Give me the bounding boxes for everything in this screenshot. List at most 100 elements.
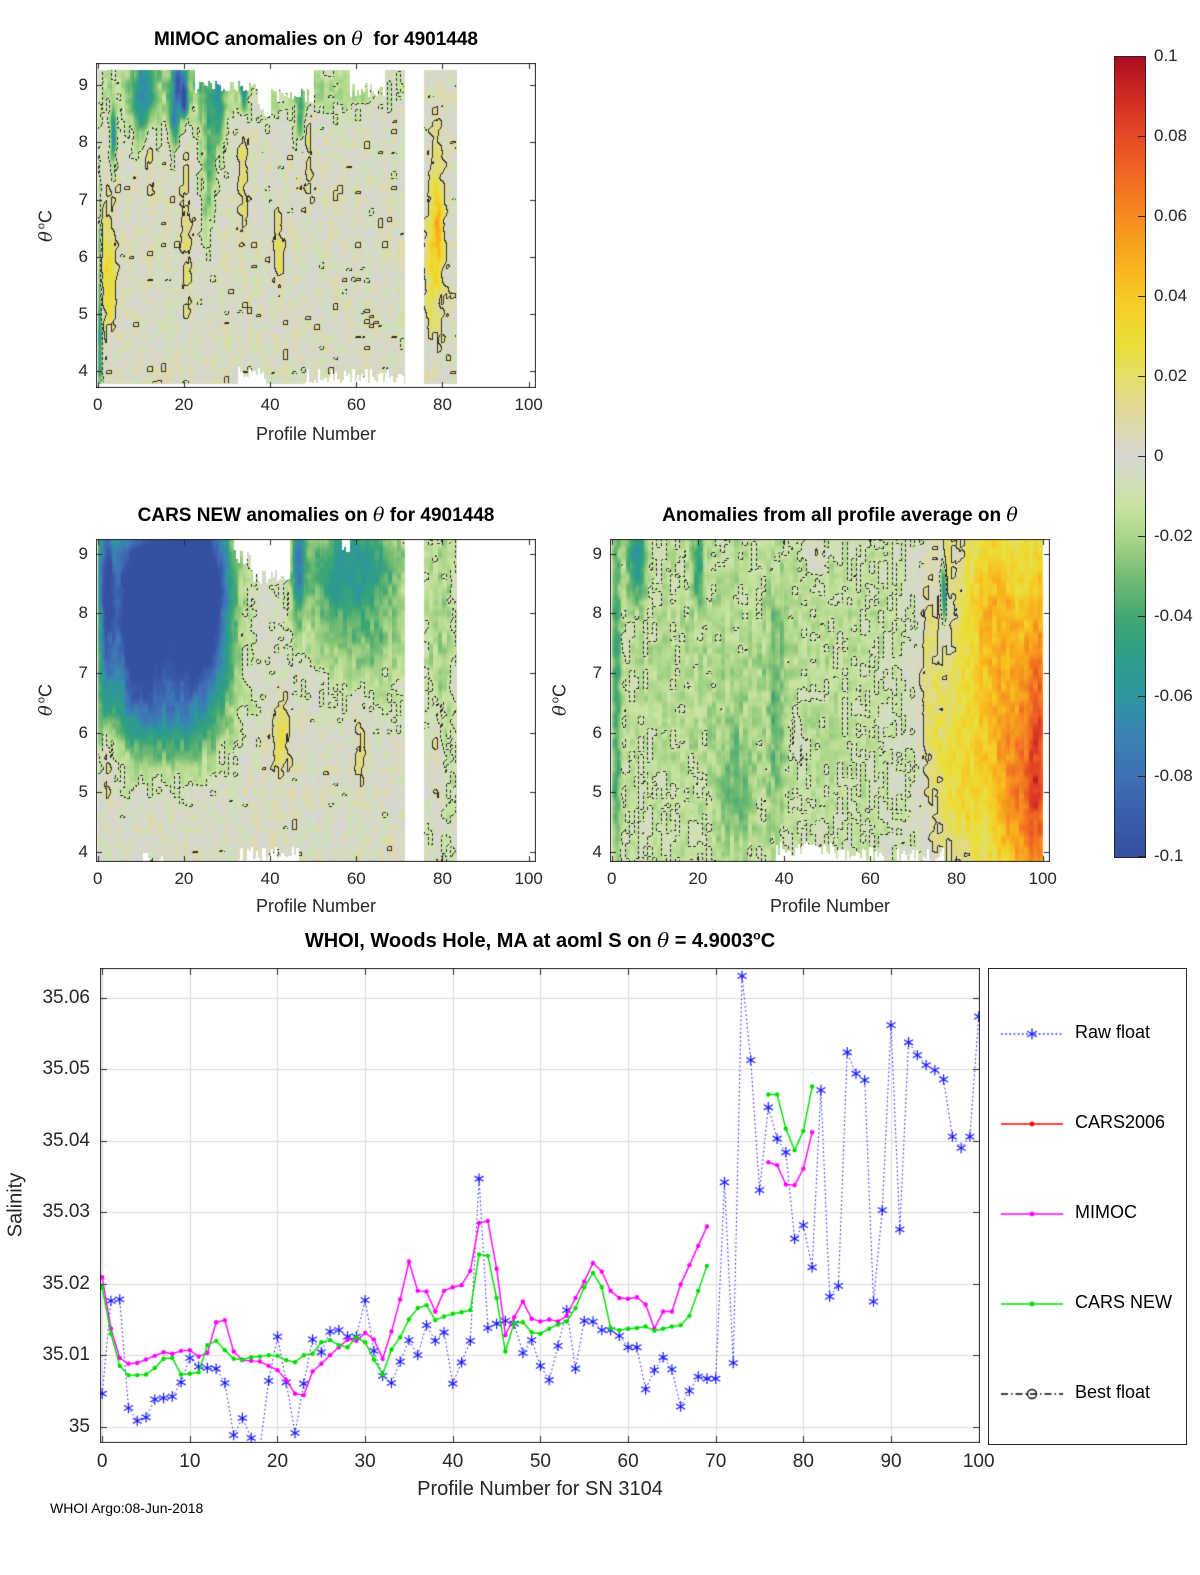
colorbar-tick-mark <box>1138 776 1145 777</box>
mimoc-plot-title: MIMOC anomalies on θ for 4901448 <box>66 28 566 51</box>
x-tick-label: 20 <box>266 1451 289 1472</box>
legend-item-best-float: Best float <box>989 1382 1186 1405</box>
title-text: MIMOC anomalies on <box>153 29 352 50</box>
theta-symbol: θ <box>657 928 670 952</box>
unit-text: C <box>35 209 56 223</box>
y-tick-label: 35.06 <box>42 987 90 1008</box>
x-tick-label: 60 <box>860 869 880 888</box>
colorbar-tick-label: -0.1 <box>1154 846 1184 865</box>
y-tick-label: 5 <box>592 782 602 802</box>
carsnew-x-axis-label: Profile Number <box>255 896 377 916</box>
x-tick-label: 70 <box>705 1451 727 1472</box>
legend-item-mimoc: MIMOC <box>989 1202 1186 1225</box>
colorbar-tick-label: 0.04 <box>1154 286 1188 305</box>
x-tick-label: 50 <box>529 1451 552 1472</box>
y-tick-label: 5 <box>78 782 88 802</box>
salinity-chart-canvas <box>100 968 980 1443</box>
allavg-heatmap-canvas <box>610 539 1050 862</box>
x-tick-label: 40 <box>260 395 280 414</box>
y-tick-label: 9 <box>592 543 602 563</box>
y-tick-label: 4 <box>78 841 88 861</box>
x-tick-label: 100 <box>962 1451 995 1472</box>
x-tick-label: 0 <box>92 395 103 414</box>
colorbar-tick-label: 0.1 <box>1154 46 1178 65</box>
title-text: CARS NEW anomalies on <box>137 505 374 526</box>
y-tick-label: 9 <box>78 543 88 563</box>
colorbar-tick-label: -0.06 <box>1154 686 1193 705</box>
y-tick-label: 7 <box>592 663 602 683</box>
theta-symbol: θ <box>351 28 363 50</box>
x-tick-label: 20 <box>688 869 708 888</box>
y-tick-label: 6 <box>78 246 88 266</box>
colorbar-tick-mark <box>1138 456 1145 457</box>
title-text: for 4901448 <box>362 29 478 50</box>
x-tick-label: 100 <box>1028 869 1057 888</box>
salinity-x-axis-label: Profile Number for SN 3104 <box>417 1478 663 1500</box>
y-tick-label: 35.02 <box>42 1272 90 1294</box>
x-tick-label: 40 <box>442 1451 464 1472</box>
y-tick-label: 35.03 <box>42 1201 90 1223</box>
x-tick-label: 80 <box>792 1451 814 1472</box>
salinity-plot-title: WHOI, Woods Hole, MA at aoml S on θ = 4.… <box>150 928 930 953</box>
y-tick-label: 6 <box>592 722 602 742</box>
y-tick-label: 5 <box>78 303 88 323</box>
x-tick-label: 0 <box>92 869 103 888</box>
title-text: C <box>760 930 776 952</box>
x-tick-label: 100 <box>514 395 543 414</box>
colorbar-tick-label: -0.08 <box>1154 766 1193 785</box>
colorbar-tick-mark <box>1138 856 1145 857</box>
colorbar-tick-mark <box>1138 536 1145 537</box>
mimoc-y-axis-label: θoC <box>36 210 57 242</box>
colorbar-tick-label: 0.06 <box>1154 206 1188 225</box>
x-tick-label: 60 <box>346 395 366 414</box>
colorbar-tick-mark <box>1138 376 1145 377</box>
degree-sup: o <box>753 928 761 943</box>
y-tick-label: 35.01 <box>42 1344 90 1366</box>
raw-float-line-icon <box>999 1023 1065 1045</box>
degree-sup: o <box>35 222 48 230</box>
y-tick-label: 4 <box>78 360 88 380</box>
legend-label-mimoc: MIMOC <box>1075 1202 1137 1222</box>
legend-item-raw-float: Raw float <box>989 1022 1186 1045</box>
degree-sup: o <box>549 696 562 704</box>
x-tick-label: 80 <box>433 395 452 414</box>
legend-label-cars-new: CARS NEW <box>1075 1292 1173 1312</box>
x-tick-label: 20 <box>174 395 194 414</box>
degree-sup: o <box>35 696 48 704</box>
legend-label-cars2006: CARS2006 <box>1075 1112 1166 1132</box>
colorbar <box>1114 56 1146 858</box>
mimoc-heatmap-canvas <box>96 63 536 388</box>
theta-symbol: θ <box>35 231 57 243</box>
carsnew-plot-title: CARS NEW anomalies on θ for 4901448 <box>36 504 596 527</box>
colorbar-tick-label: 0.08 <box>1154 126 1188 145</box>
title-text: for 4901448 <box>384 505 495 526</box>
legend-label-raw-float: Raw float <box>1075 1022 1151 1042</box>
theta-symbol: θ <box>1006 504 1018 526</box>
y-tick-label: 4 <box>592 841 602 861</box>
colorbar-tick-label: 0.02 <box>1154 366 1188 385</box>
x-tick-label: 40 <box>260 869 280 888</box>
cars2006-line-icon <box>999 1113 1065 1135</box>
y-tick-label: 6 <box>78 722 88 742</box>
allavg-x-axis-label: Profile Number <box>769 896 891 916</box>
allavg-plot-title: Anomalies from all profile average on θ <box>570 504 1110 527</box>
colorbar-tick-mark <box>1138 696 1145 697</box>
y-tick-label: 8 <box>78 603 88 623</box>
best-float-line-icon <box>999 1383 1065 1405</box>
colorbar-tick-mark <box>1138 296 1145 297</box>
allavg-y-axis-label: θoC <box>550 684 571 716</box>
y-tick-label: 7 <box>78 663 88 683</box>
legend-box: Raw float CARS2006 MIMOC CARS NEW Best f… <box>988 968 1187 1445</box>
y-tick-label: 9 <box>78 75 88 95</box>
carsnew-heatmap-canvas <box>96 539 536 862</box>
y-tick-label: 35.04 <box>42 1129 90 1151</box>
y-tick-label: 35.05 <box>42 1058 90 1080</box>
mimoc-line-icon <box>999 1203 1065 1225</box>
x-tick-label: 90 <box>880 1451 902 1472</box>
mimoc-x-axis-label: Profile Number <box>255 424 377 444</box>
x-tick-label: 100 <box>514 869 543 888</box>
legend-item-cars2006: CARS2006 <box>989 1112 1186 1135</box>
y-tick-label: 8 <box>592 603 602 623</box>
salinity-y-axis-label: Salinity <box>4 1172 27 1238</box>
carsnew-y-axis-label: θoC <box>36 684 57 716</box>
